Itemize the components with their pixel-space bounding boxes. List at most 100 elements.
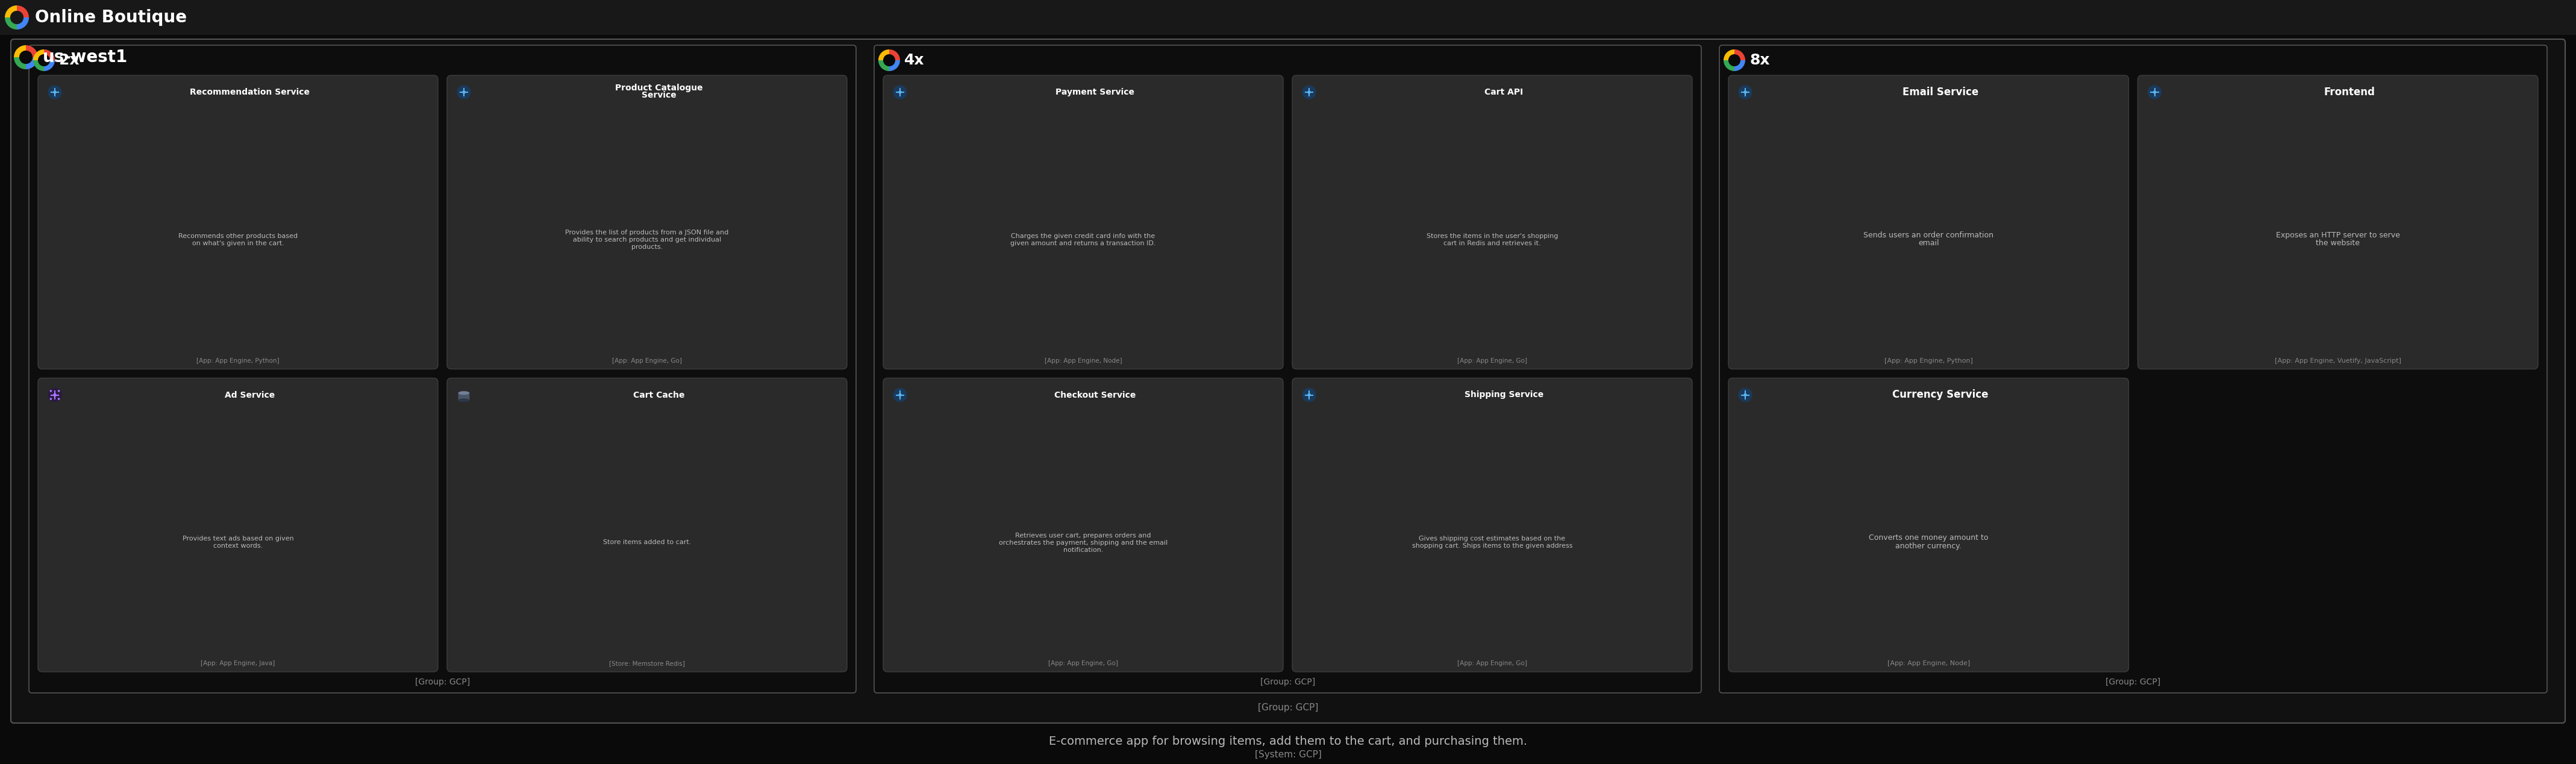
Bar (0, 0, 2576, 35)
Text: [Group: GCP]: [Group: GCP] (415, 678, 469, 686)
Wedge shape (889, 60, 899, 71)
Wedge shape (44, 60, 54, 71)
Circle shape (894, 86, 907, 99)
FancyBboxPatch shape (884, 378, 1283, 672)
Text: [Store: Memstore Redis]: [Store: Memstore Redis] (608, 660, 685, 666)
Text: shopping cart. Ships items to the given address: shopping cart. Ships items to the given … (1412, 543, 1571, 549)
FancyBboxPatch shape (459, 393, 469, 400)
Text: us-west1: us-west1 (44, 49, 129, 66)
Circle shape (39, 54, 49, 66)
Circle shape (1303, 86, 1316, 99)
Text: notification.: notification. (1064, 547, 1103, 553)
FancyBboxPatch shape (1293, 76, 1692, 369)
Text: Email Service: Email Service (1901, 87, 1978, 98)
Circle shape (21, 51, 31, 63)
Wedge shape (18, 5, 28, 18)
Wedge shape (18, 18, 28, 30)
FancyBboxPatch shape (1728, 378, 2128, 672)
Circle shape (1303, 388, 1316, 402)
Circle shape (894, 388, 907, 402)
Text: [App: App Engine, Go]: [App: App Engine, Go] (1048, 660, 1118, 666)
Text: Payment Service: Payment Service (1056, 88, 1133, 96)
Text: orchestrates the payment, shipping and the email: orchestrates the payment, shipping and t… (999, 539, 1167, 545)
Text: context words.: context words. (214, 543, 263, 549)
Text: [App: App Engine, Node]: [App: App Engine, Node] (1888, 660, 1971, 666)
Text: 8x: 8x (1749, 53, 1770, 67)
Text: Sends users an order confirmation: Sends users an order confirmation (1862, 231, 1994, 239)
Circle shape (884, 54, 894, 66)
Text: [App: App Engine, Vuetify, JavaScript]: [App: App Engine, Vuetify, JavaScript] (2275, 358, 2401, 364)
Text: E-commerce app for browsing items, add them to the cart, and purchasing them.: E-commerce app for browsing items, add t… (1048, 736, 1528, 747)
Circle shape (49, 388, 62, 402)
FancyBboxPatch shape (873, 45, 1700, 693)
Wedge shape (878, 50, 889, 60)
Text: Shipping Service: Shipping Service (1463, 390, 1543, 399)
Text: [App: App Engine, Python]: [App: App Engine, Python] (196, 358, 278, 364)
Text: [App: App Engine, Go]: [App: App Engine, Go] (1458, 660, 1528, 666)
Text: Cart API: Cart API (1484, 88, 1522, 96)
Text: Gives shipping cost estimates based on the: Gives shipping cost estimates based on t… (1419, 536, 1566, 542)
Text: cart in Redis and retrieves it.: cart in Redis and retrieves it. (1443, 240, 1540, 246)
Circle shape (10, 11, 23, 24)
Circle shape (1728, 54, 1739, 66)
Wedge shape (13, 57, 26, 70)
Text: 4x: 4x (904, 53, 925, 67)
Text: Currency Service: Currency Service (1893, 390, 1989, 400)
Wedge shape (1734, 50, 1747, 60)
Text: Converts one money amount to: Converts one money amount to (1868, 534, 1989, 542)
FancyBboxPatch shape (448, 76, 848, 369)
FancyBboxPatch shape (39, 378, 438, 672)
Text: given amount and returns a transaction ID.: given amount and returns a transaction I… (1010, 240, 1157, 246)
Text: Exposes an HTTP server to serve: Exposes an HTTP server to serve (2275, 231, 2401, 239)
FancyBboxPatch shape (448, 378, 848, 672)
Circle shape (1739, 86, 1752, 99)
Text: Ad Service: Ad Service (224, 390, 276, 399)
Wedge shape (33, 60, 44, 71)
Text: Recommends other products based: Recommends other products based (178, 233, 299, 239)
Text: Recommendation Service: Recommendation Service (191, 88, 309, 96)
Text: products.: products. (631, 244, 662, 250)
Wedge shape (1734, 60, 1747, 71)
FancyBboxPatch shape (884, 76, 1283, 369)
Text: Store items added to cart.: Store items added to cart. (603, 539, 690, 545)
Text: [Group: GCP]: [Group: GCP] (1257, 704, 1319, 713)
Wedge shape (5, 5, 18, 18)
Text: Service: Service (641, 91, 675, 99)
FancyBboxPatch shape (2138, 76, 2537, 369)
Wedge shape (33, 50, 44, 60)
Text: 2x: 2x (59, 53, 80, 67)
Text: Provides the list of products from a JSON file and: Provides the list of products from a JSO… (564, 230, 729, 235)
Text: [App: App Engine, Go]: [App: App Engine, Go] (613, 358, 683, 364)
Text: the website: the website (2316, 239, 2360, 248)
Circle shape (1739, 388, 1752, 402)
Wedge shape (878, 60, 889, 71)
Text: on what's given in the cart.: on what's given in the cart. (193, 240, 283, 246)
Text: Provides text ads based on given: Provides text ads based on given (183, 536, 294, 542)
Wedge shape (1723, 50, 1734, 60)
Text: Checkout Service: Checkout Service (1054, 390, 1136, 399)
Circle shape (459, 86, 471, 99)
Wedge shape (26, 57, 39, 70)
Text: [System: GCP]: [System: GCP] (1255, 749, 1321, 759)
Ellipse shape (459, 399, 469, 402)
Text: [App: App Engine, Go]: [App: App Engine, Go] (1458, 358, 1528, 364)
Text: [Group: GCP]: [Group: GCP] (2105, 678, 2161, 686)
Wedge shape (889, 50, 899, 60)
Text: [App: App Engine, Java]: [App: App Engine, Java] (201, 660, 276, 666)
Circle shape (2148, 86, 2161, 99)
Text: Charges the given credit card info with the: Charges the given credit card info with … (1012, 233, 1154, 239)
FancyBboxPatch shape (28, 45, 855, 693)
Text: Stores the items in the user's shopping: Stores the items in the user's shopping (1427, 233, 1558, 239)
Text: ability to search products and get individual: ability to search products and get indiv… (572, 237, 721, 243)
Wedge shape (44, 50, 54, 60)
Text: Cart Cache: Cart Cache (634, 390, 685, 399)
Text: [App: App Engine, Python]: [App: App Engine, Python] (1883, 358, 1973, 364)
Text: [App: App Engine, Node]: [App: App Engine, Node] (1043, 358, 1123, 364)
FancyBboxPatch shape (1718, 45, 2548, 693)
Circle shape (49, 86, 62, 99)
Text: Frontend: Frontend (2324, 87, 2375, 98)
Text: Online Boutique: Online Boutique (36, 9, 188, 26)
Ellipse shape (459, 391, 469, 395)
Text: Retrieves user cart, prepares orders and: Retrieves user cart, prepares orders and (1015, 533, 1151, 539)
FancyBboxPatch shape (10, 39, 2566, 723)
